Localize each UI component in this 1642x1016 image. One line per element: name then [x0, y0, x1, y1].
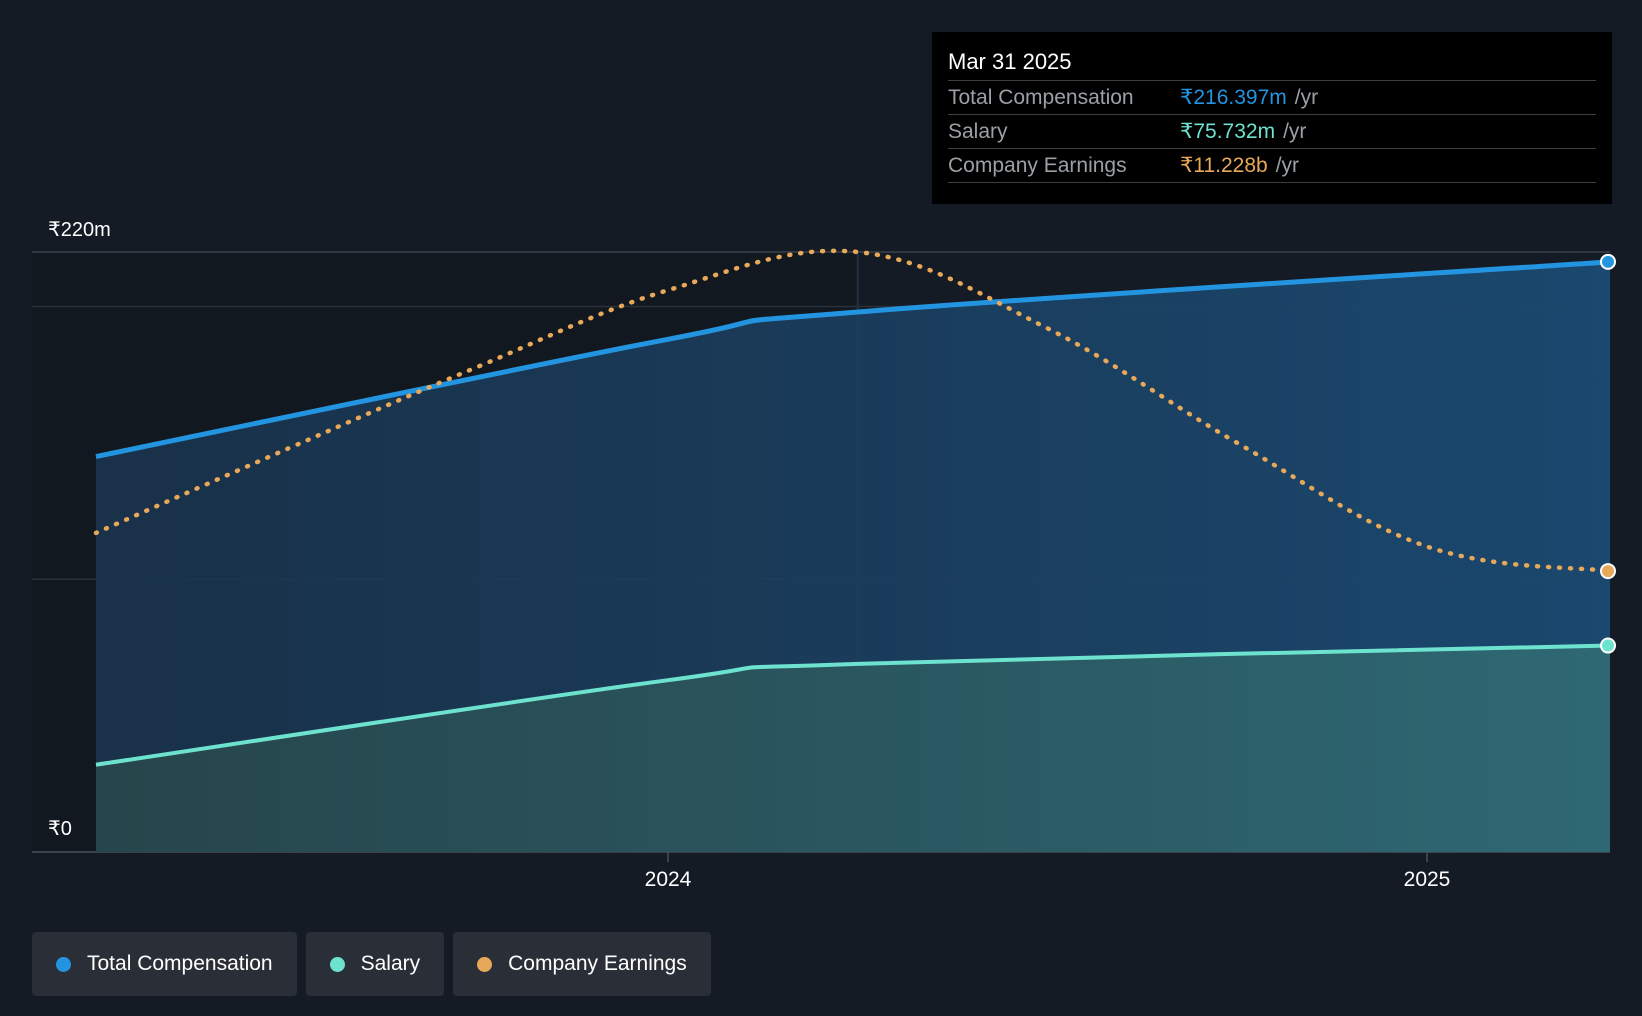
- y-tick-label-top: ₹220m: [48, 219, 111, 241]
- salary-line: [95, 643, 1611, 767]
- tooltip-date: Mar 31 2025: [948, 49, 1072, 74]
- tooltip-label: Total Compensation: [948, 85, 1134, 109]
- salary-area: [96, 645, 1610, 852]
- tooltip-label: Salary: [948, 119, 1008, 143]
- tooltip-value: ₹11.228b: [1180, 154, 1268, 177]
- legend-item-company-earnings[interactable]: Company Earnings: [453, 932, 711, 996]
- tooltip-unit: /yr: [1275, 153, 1300, 177]
- y-tick-label-bottom: ₹0: [48, 818, 72, 840]
- tooltip-unit: /yr: [1294, 85, 1319, 109]
- legend-item-total-compensation[interactable]: Total Compensation: [32, 932, 297, 996]
- tooltip-unit: /yr: [1283, 119, 1307, 143]
- company-earnings-line: [93, 248, 1613, 574]
- tooltip-value: ₹75.732m: [1180, 120, 1276, 143]
- salary-end-point: [1600, 637, 1616, 654]
- x-tick-label-2025: 2025: [1404, 868, 1451, 891]
- tooltip-label: Company Earnings: [948, 153, 1127, 177]
- legend-dot-icon: [329, 956, 345, 972]
- legend-item-salary[interactable]: Salary: [305, 932, 445, 996]
- total-compensation-end-point: [1600, 253, 1616, 270]
- total-compensation-line: [95, 259, 1611, 459]
- x-tick-label-2024: 2024: [645, 868, 692, 891]
- legend-label: Salary: [360, 952, 421, 975]
- legend-dot-icon: [477, 956, 493, 972]
- company-earnings-end-point: [1600, 563, 1616, 580]
- tooltip-row-company-earnings: Company Earnings ₹11.228b /yr: [948, 148, 1596, 183]
- area-layer: [96, 261, 1610, 852]
- legend-dot-icon: [56, 956, 71, 972]
- tooltip-row-total-compensation: Total Compensation ₹216.397m /yr: [948, 80, 1596, 114]
- legend-label: Total Compensation: [87, 952, 273, 975]
- tooltip-row-salary: Salary ₹75.732m /yr: [948, 114, 1596, 148]
- tooltip: Mar 31 2025 Total Compensation ₹216.397m…: [932, 32, 1612, 204]
- line-layer: [93, 248, 1616, 767]
- legend: Total Compensation Salary Company Earnin…: [32, 932, 711, 996]
- legend-label: Company Earnings: [508, 952, 687, 975]
- axis-layer: ₹220m ₹0 2024 2025: [48, 219, 1450, 891]
- tooltip-value: ₹216.397m: [1180, 86, 1287, 109]
